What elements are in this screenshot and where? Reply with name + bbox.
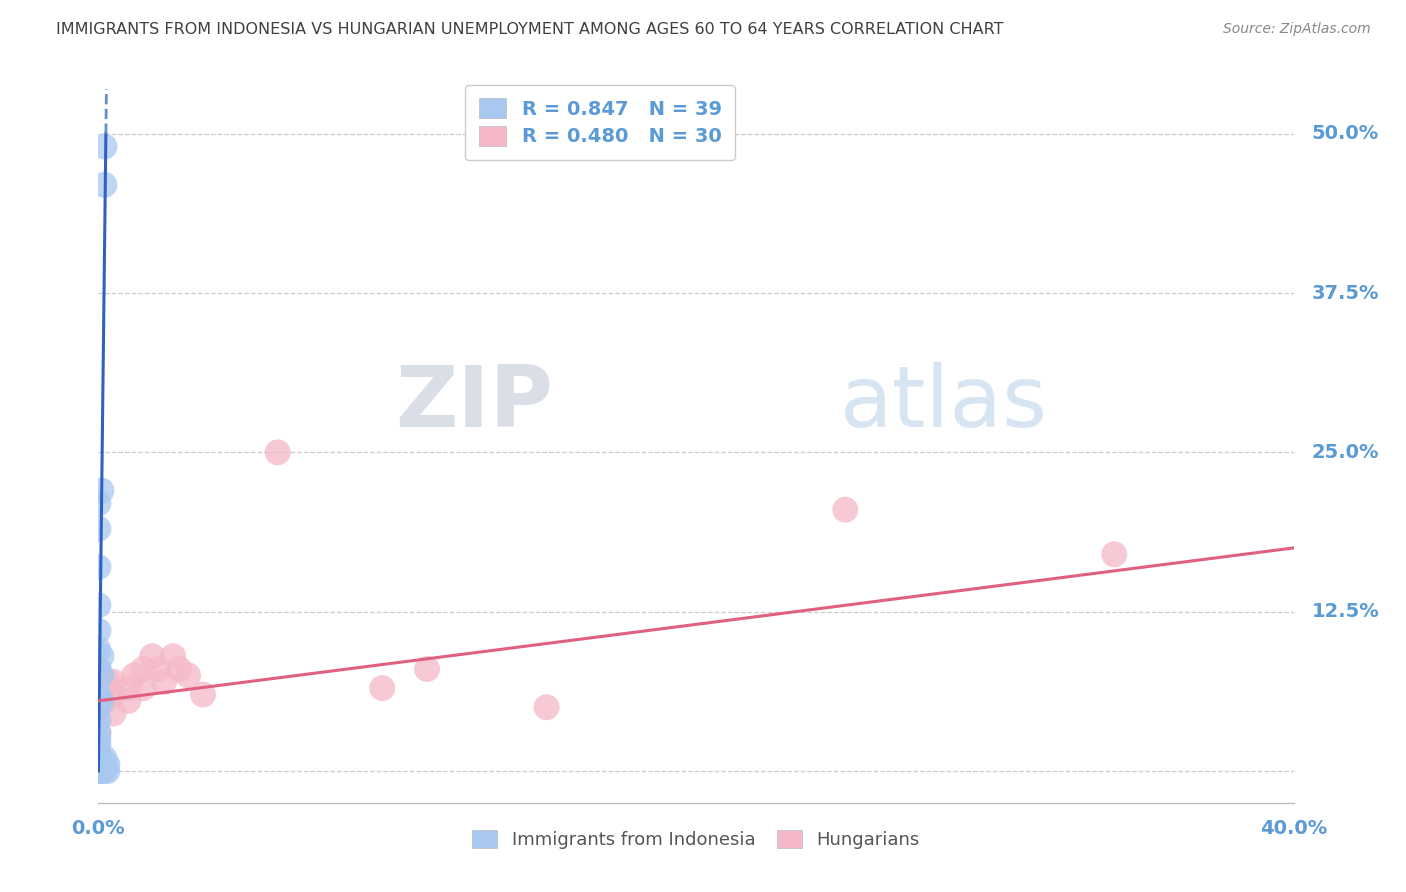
Point [87, 599, 110, 613]
Point [90, 483, 112, 498]
Point [536, 700, 558, 714]
Text: 50.0%: 50.0% [1312, 124, 1379, 144]
Point [96, 674, 118, 689]
Legend: Immigrants from Indonesia, Hungarians: Immigrants from Indonesia, Hungarians [463, 821, 929, 858]
Point [103, 674, 125, 689]
Point [87, 757, 110, 772]
Point [148, 662, 170, 676]
Point [90, 764, 112, 778]
Point [87, 496, 110, 510]
Text: 12.5%: 12.5% [1312, 602, 1379, 621]
Point [167, 662, 190, 676]
Text: ZIP: ZIP [395, 361, 553, 445]
Point [87, 522, 110, 536]
Point [87, 764, 110, 778]
Point [87, 688, 110, 702]
Point [87, 700, 110, 714]
Point [371, 681, 394, 695]
Point [87, 674, 110, 689]
Point [87, 725, 110, 739]
Point [87, 739, 110, 753]
Point [834, 502, 856, 516]
Point [87, 732, 110, 747]
Text: IMMIGRANTS FROM INDONESIA VS HUNGARIAN UNEMPLOYMENT AMONG AGES 60 TO 64 YEARS CO: IMMIGRANTS FROM INDONESIA VS HUNGARIAN U… [56, 22, 1004, 37]
Point [87, 681, 110, 695]
Point [87, 764, 110, 778]
Point [87, 764, 110, 778]
Point [177, 668, 200, 682]
Point [124, 668, 146, 682]
Point [87, 643, 110, 657]
Text: 25.0%: 25.0% [1312, 442, 1379, 462]
Text: atlas: atlas [839, 361, 1047, 445]
Point [103, 688, 125, 702]
Point [87, 764, 110, 778]
Point [87, 764, 110, 778]
Point [96, 764, 118, 778]
Point [93, 139, 115, 153]
Point [87, 713, 110, 727]
Point [162, 649, 184, 664]
Point [117, 681, 139, 695]
Point [93, 178, 115, 192]
Point [87, 745, 110, 759]
Point [87, 662, 110, 676]
Text: Source: ZipAtlas.com: Source: ZipAtlas.com [1223, 22, 1371, 37]
Point [90, 757, 112, 772]
Point [87, 764, 110, 778]
Point [90, 688, 112, 702]
Point [87, 764, 110, 778]
Point [117, 694, 139, 708]
Text: 37.5%: 37.5% [1312, 284, 1379, 302]
Point [90, 668, 112, 682]
Point [87, 624, 110, 638]
Point [93, 694, 115, 708]
Point [191, 688, 214, 702]
Point [90, 649, 112, 664]
Point [132, 681, 155, 695]
Point [96, 757, 118, 772]
Point [87, 560, 110, 574]
Point [132, 662, 155, 676]
Point [87, 662, 110, 676]
Point [87, 764, 110, 778]
Point [153, 674, 176, 689]
Point [141, 649, 163, 664]
Point [87, 700, 110, 714]
Point [87, 761, 110, 775]
Point [87, 764, 110, 778]
Point [93, 764, 115, 778]
Point [93, 751, 115, 765]
Point [1104, 547, 1126, 561]
Point [90, 694, 112, 708]
Point [87, 764, 110, 778]
Point [87, 751, 110, 765]
Point [416, 662, 439, 676]
Point [103, 706, 125, 721]
Point [87, 725, 110, 739]
Point [267, 445, 290, 459]
Point [87, 688, 110, 702]
